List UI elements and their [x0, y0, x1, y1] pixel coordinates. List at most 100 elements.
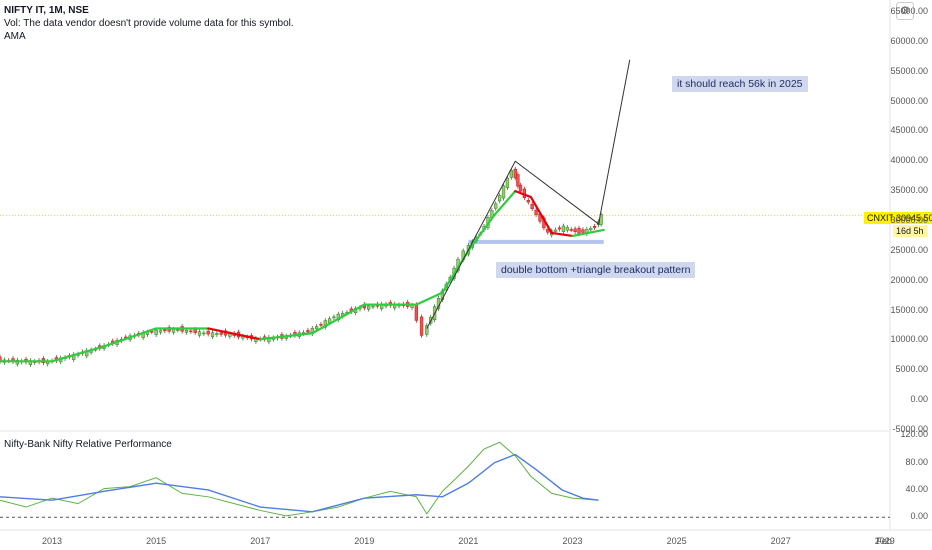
- candle-body: [581, 229, 585, 233]
- candle-body: [589, 228, 593, 231]
- price-axis-tick: 10000.00: [890, 334, 928, 345]
- price-axis-tick: 30000.00: [890, 214, 928, 225]
- ama-segment: [467, 213, 496, 252]
- candle-body: [206, 330, 210, 335]
- time-axis-tick: 2017: [250, 536, 271, 546]
- candle-body: [565, 227, 569, 231]
- candle-body: [573, 228, 577, 232]
- candle-body: [592, 226, 597, 228]
- candle-body: [561, 225, 566, 232]
- time-axis-tick: Feb: [876, 536, 892, 546]
- candle-body: [371, 305, 375, 308]
- relative-performance-ma: [0, 453, 599, 513]
- candle-body: [367, 305, 371, 310]
- ama-segment: [529, 195, 553, 235]
- projection-line: [426, 59, 631, 329]
- ama-segment: [550, 231, 574, 238]
- candle-body: [425, 325, 429, 335]
- candle-body: [553, 229, 558, 232]
- relative-performance-line: [0, 441, 599, 517]
- ama-segment: [102, 327, 158, 348]
- candle-body: [154, 329, 158, 335]
- price-axis-tick: 55000.00: [890, 65, 928, 76]
- candle-body: [202, 332, 206, 335]
- price-axis-tick: 5000.00: [895, 364, 928, 375]
- ama-segment: [207, 327, 262, 341]
- price-axis-tick: 35000.00: [890, 185, 928, 196]
- candle-body: [518, 184, 523, 192]
- candle-body: [314, 326, 319, 330]
- candle-body: [577, 227, 581, 235]
- price-axis-tick: 60000.00: [890, 35, 928, 46]
- symbol-tag: CNXIT: [864, 212, 897, 224]
- sub-panel-title: Nifty-Bank Nifty Relative Performance: [4, 439, 172, 450]
- ama-segment: [50, 345, 106, 363]
- candle-body: [163, 329, 167, 332]
- gear-icon[interactable]: ⚙: [896, 2, 914, 20]
- candle-body: [509, 170, 514, 178]
- candle-body: [530, 203, 534, 209]
- symbol-title: NIFTY IT, 1M, NSE: [4, 5, 89, 16]
- time-axis-tick: 2021: [458, 536, 479, 546]
- indicator-label: AMA: [4, 31, 26, 42]
- sub-axis-tick: 0.00: [910, 511, 928, 522]
- volume-note: Vol: The data vendor doesn't provide vol…: [4, 18, 294, 29]
- ama-segment: [259, 332, 314, 341]
- candle-body: [505, 177, 510, 188]
- time-axis-tick: 2015: [146, 536, 167, 546]
- support-band: [468, 239, 604, 244]
- candle-body: [513, 168, 517, 179]
- candle-body: [332, 316, 336, 319]
- candle-body: [557, 227, 562, 230]
- candle-body: [419, 316, 424, 336]
- candle-body: [516, 174, 520, 187]
- time-axis-tick: 2013: [42, 536, 63, 546]
- target-annotation[interactable]: it should reach 56k in 2025: [672, 76, 808, 92]
- candle-body: [189, 330, 193, 333]
- candle-body: [197, 331, 202, 336]
- price-axis-tick: 15000.00: [890, 304, 928, 315]
- candle-body: [414, 304, 419, 321]
- candle-body: [184, 329, 189, 333]
- ama-segment: [514, 190, 532, 199]
- countdown-tag: 16d 5h: [893, 225, 927, 237]
- candle-body: [176, 329, 180, 331]
- price-axis-tick: 20000.00: [890, 274, 928, 285]
- price-axis-tick: 65000.00: [890, 5, 928, 16]
- candle-body: [193, 329, 197, 333]
- time-axis-tick: 2027: [770, 536, 791, 546]
- candle-body: [319, 324, 323, 326]
- candle-body: [494, 203, 498, 209]
- price-axis-tick: 40000.00: [890, 155, 928, 166]
- candle-body: [171, 329, 176, 333]
- price-tag: 30945.50: [893, 212, 932, 224]
- price-axis-tick: 0.00: [910, 394, 928, 405]
- candle-body: [0, 356, 2, 362]
- ama-segment: [571, 228, 605, 238]
- sub-axis-tick: 80.00: [905, 456, 928, 467]
- candle-body: [534, 209, 538, 215]
- price-axis-tick: 45000.00: [890, 125, 928, 136]
- sub-axis-tick: 40.00: [905, 483, 928, 494]
- candle-body: [497, 195, 502, 202]
- price-axis-tick: 50000.00: [890, 95, 928, 106]
- ama-segment: [493, 190, 517, 217]
- price-axis-tick: -5000.00: [892, 424, 928, 434]
- candle-body: [215, 333, 219, 335]
- price-axis-tick: 25000.00: [890, 244, 928, 255]
- sub-axis-tick: 120.00: [900, 429, 928, 440]
- candle-body: [219, 332, 223, 335]
- time-axis-tick: 2029: [874, 536, 895, 546]
- candle-body: [306, 330, 310, 333]
- time-axis-tick: 2023: [562, 536, 583, 546]
- candle-body: [150, 331, 154, 333]
- candle-body: [569, 229, 573, 231]
- time-axis-tick: 2025: [666, 536, 687, 546]
- candle-body: [501, 185, 506, 199]
- pattern-annotation[interactable]: double bottom +triangle breakout pattern: [496, 262, 696, 278]
- ama-segment: [415, 291, 444, 306]
- candle-body: [210, 332, 215, 337]
- candle-body: [158, 330, 163, 333]
- candle-body: [526, 200, 530, 203]
